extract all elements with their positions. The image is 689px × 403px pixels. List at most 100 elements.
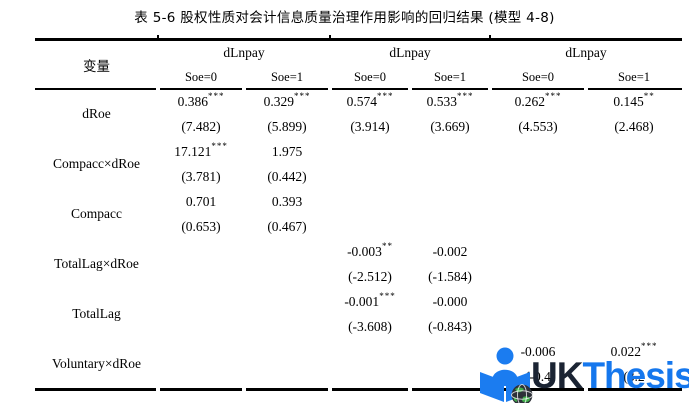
table-row: Voluntary×dRoe -0.006 0.022*** xyxy=(35,339,682,372)
tstat-cell: (3.914) xyxy=(350,118,390,134)
tstat-cell xyxy=(586,314,682,339)
tstat-cell xyxy=(244,364,330,389)
coef-value: 0.393 xyxy=(271,193,303,209)
subgroup-header: Soe=1 xyxy=(617,69,651,84)
coef-cell xyxy=(586,139,682,164)
header-rule-segment xyxy=(588,88,682,90)
significance-stars: *** xyxy=(211,141,228,151)
significance-stars: ** xyxy=(381,241,393,251)
group-header: dLnpay xyxy=(565,45,607,60)
tstat-cell xyxy=(490,214,586,239)
table-bottom-rule-segment xyxy=(246,388,328,391)
header-row-subgroups: Soe=0 Soe=1 Soe=0 Soe=1 Soe=0 Soe=1 xyxy=(35,65,682,89)
significance-stars: *** xyxy=(379,291,396,301)
table-bottom-rule-segment xyxy=(332,388,408,391)
tstat-cell xyxy=(586,164,682,189)
tstat-cell: (-1.584) xyxy=(428,268,472,284)
tstat-cell xyxy=(586,264,682,289)
coef-cell xyxy=(410,189,490,214)
variable-column-header: 变量 xyxy=(83,59,110,74)
coef-cell: 0.145** xyxy=(586,89,682,114)
table-row: (-2.512) (-1.584) xyxy=(35,264,682,289)
tstat-cell xyxy=(490,264,586,289)
table-top-rule xyxy=(35,38,682,41)
coef-cell xyxy=(330,189,410,214)
significance-stars: *** xyxy=(544,91,562,101)
coef-cell: 0.329*** xyxy=(244,89,330,114)
table-row: (-3.608) (-0.843) xyxy=(35,314,682,339)
variable-label: TotalLag×dRoe xyxy=(54,256,139,271)
coef-cell: 0.386*** xyxy=(158,89,244,114)
variable-label: dRoe xyxy=(82,106,111,121)
table-row: (-0.4 (3.2 xyxy=(35,364,682,389)
ukthesis-logo-icon xyxy=(480,347,533,403)
variable-label: Voluntary×dRoe xyxy=(51,356,142,371)
coef-value: 1.975 xyxy=(271,143,303,159)
logo-text-thesis: Thesis xyxy=(582,355,689,396)
tstat-cell xyxy=(244,314,330,339)
group-header: dLnpay xyxy=(223,45,265,60)
header-row-groups: 变量 dLnpay dLnpay dLnpay xyxy=(35,41,682,74)
group-header: dLnpay xyxy=(389,45,431,60)
header-rule-segment xyxy=(160,88,242,90)
tstat-cell: (2.468) xyxy=(614,118,654,134)
tstat-cell xyxy=(330,164,410,189)
table-bottom-rule-segment xyxy=(588,388,682,391)
table-bottom-rule-segment xyxy=(412,388,488,391)
ukthesis-logo-text: UKThesis xyxy=(531,357,689,394)
coef-cell xyxy=(410,139,490,164)
tstat-cell xyxy=(158,264,244,289)
subgroup-header: Soe=1 xyxy=(270,69,304,84)
coef-cell xyxy=(244,239,330,264)
tstat-cell: (-0.4 xyxy=(525,368,551,384)
table-row: Compacc×dRoe 17.121*** 1.975 xyxy=(35,139,682,172)
tstat-cell: (-0.843) xyxy=(428,318,472,334)
subgroup-header: Soe=0 xyxy=(184,69,218,84)
rule-tick xyxy=(329,35,331,38)
coef-value: 0.574 xyxy=(346,93,377,109)
coef-cell: -0.003** xyxy=(330,239,410,264)
coef-value: -0.006 xyxy=(520,343,556,359)
tstat-cell xyxy=(330,364,410,389)
coef-value: -0.002 xyxy=(432,243,468,259)
tstat-cell: (0.467) xyxy=(267,218,307,234)
tstat-cell: (7.482) xyxy=(181,118,221,134)
coef-value: 0.533 xyxy=(426,93,457,109)
coef-value: 0.022 xyxy=(610,343,641,359)
subgroup-header: Soe=1 xyxy=(433,69,467,84)
tstat-cell: (0.442) xyxy=(267,168,307,184)
significance-stars: *** xyxy=(293,91,311,101)
header-rule-segment xyxy=(35,88,156,90)
coef-cell: -0.000 xyxy=(410,289,490,314)
significance-stars: *** xyxy=(376,91,394,101)
coef-cell: -0.001*** xyxy=(330,289,410,314)
table-row: dRoe 0.386*** 0.329*** 0.574*** 0.533***… xyxy=(35,89,682,122)
tstat-cell xyxy=(410,214,490,239)
tstat-cell xyxy=(410,164,490,189)
significance-stars: *** xyxy=(640,341,658,351)
tstat-cell: (0.653) xyxy=(181,218,221,234)
coef-cell: 0.533*** xyxy=(410,89,490,114)
coef-value: 17.121 xyxy=(174,143,212,159)
coef-value: 0.262 xyxy=(514,93,545,109)
tstat-cell xyxy=(158,364,244,389)
coef-cell xyxy=(158,239,244,264)
coef-cell: 0.262*** xyxy=(490,89,586,114)
tstat-cell: (4.553) xyxy=(518,118,558,134)
tstat-cell: (-3.608) xyxy=(348,318,392,334)
table-row: Compacc 0.701 0.393 xyxy=(35,189,682,222)
rule-tick xyxy=(157,35,159,38)
table-bottom-rule-segment xyxy=(35,388,156,391)
significance-stars: *** xyxy=(207,91,225,101)
coef-cell xyxy=(158,289,244,314)
table-row: TotalLag -0.001*** -0.000 xyxy=(35,289,682,322)
coef-cell xyxy=(490,139,586,164)
coef-cell xyxy=(158,339,244,364)
variable-label: Compacc×dRoe xyxy=(52,156,141,171)
tstat-cell xyxy=(244,264,330,289)
coef-value: -0.000 xyxy=(432,293,468,309)
variable-label: TotalLag xyxy=(72,306,121,321)
coef-cell: 1.975 xyxy=(244,139,330,164)
logo-text-uk: UK xyxy=(531,355,583,396)
